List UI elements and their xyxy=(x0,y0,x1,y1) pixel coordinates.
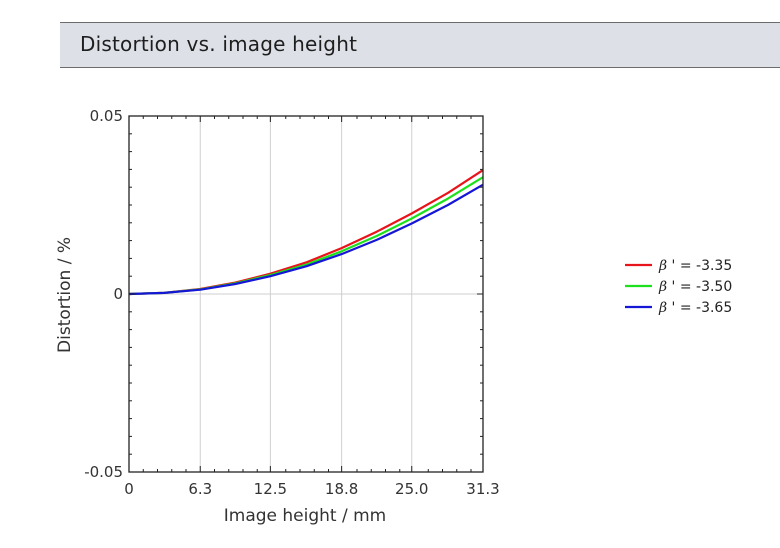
x-tick-label: 6.3 xyxy=(188,480,212,498)
y-tick-label: 0.05 xyxy=(90,107,123,125)
y-axis-label: Distortion / % xyxy=(55,237,75,353)
legend-value: ' = -3.65 xyxy=(667,300,732,316)
x-axis-label: Image height / mm xyxy=(224,506,387,526)
page-title: Distortion vs. image height xyxy=(80,32,358,56)
legend-value: ' = -3.35 xyxy=(667,258,732,274)
x-tick-label: 0 xyxy=(124,480,134,498)
legend-label-2: β ' = -3.50 xyxy=(658,279,732,295)
legend-label-3: β ' = -3.65 xyxy=(658,300,732,316)
y-tick-label: -0.05 xyxy=(84,463,123,481)
series-line-1 xyxy=(128,169,484,296)
y-tick-label: 0 xyxy=(113,285,123,303)
header-bar: Distortion vs. image height xyxy=(60,22,780,68)
series-line-2 xyxy=(128,176,484,296)
legend-label-1: β ' = -3.35 xyxy=(658,258,732,274)
x-tick-label: 25.0 xyxy=(395,480,428,498)
legend: β ' = -3.35β ' = -3.50β ' = -3.65 xyxy=(625,258,732,316)
x-tick-label: 18.8 xyxy=(325,480,358,498)
grid-layer xyxy=(129,116,483,472)
beta-symbol: β xyxy=(658,258,667,274)
series-line-3 xyxy=(128,183,484,296)
series-lines xyxy=(128,169,484,296)
x-tick-label: 31.3 xyxy=(466,480,499,498)
beta-symbol: β xyxy=(658,279,667,295)
beta-symbol: β xyxy=(658,300,667,316)
x-tick-label: 12.5 xyxy=(254,480,287,498)
legend-value: ' = -3.50 xyxy=(667,279,732,295)
